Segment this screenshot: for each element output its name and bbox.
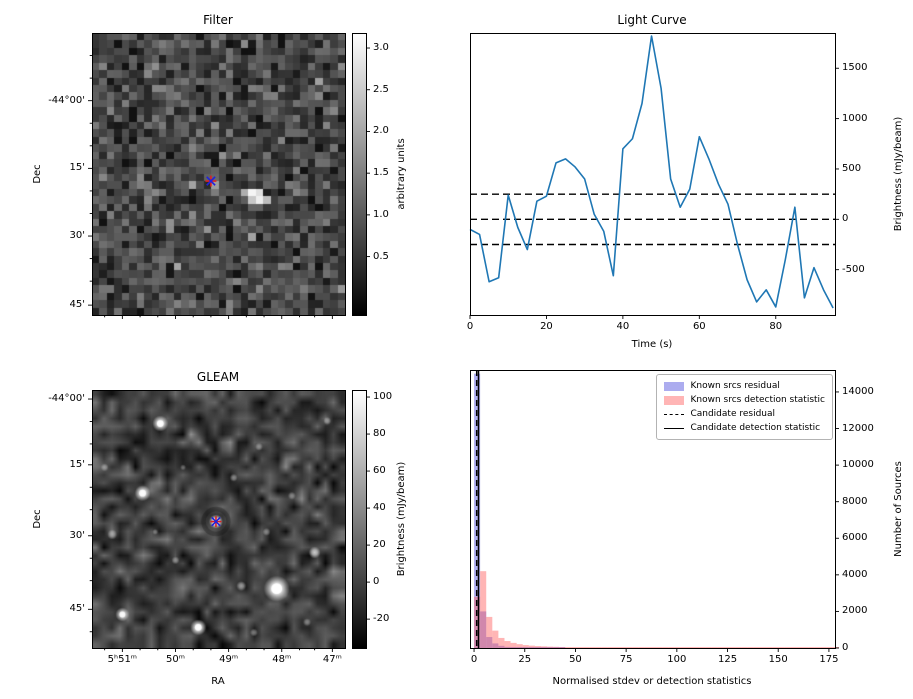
tick-label: 80 xyxy=(769,321,783,332)
filter-colorbar-label: arbitrary units xyxy=(396,138,407,210)
tick-label: 45' xyxy=(69,299,85,311)
legend-swatch-residual-icon xyxy=(664,381,685,391)
tick-label: 100 xyxy=(667,654,687,665)
histogram-xlabel: Normalised stdev or detection statistics xyxy=(552,676,752,687)
tick-label: -44°00' xyxy=(48,94,85,106)
tick-label: 15' xyxy=(69,162,85,174)
light-curve-title: Light Curve xyxy=(617,13,687,27)
legend-label: Candidate detection statistic xyxy=(690,423,821,433)
tick-label: -20 xyxy=(373,613,390,625)
gleam-xlabel: RA xyxy=(211,676,225,687)
legend-label: Candidate residual xyxy=(690,409,776,419)
legend-label: Known srcs residual xyxy=(690,381,780,391)
legend-solid-line-icon xyxy=(664,427,685,429)
tick-label: 1500 xyxy=(842,62,868,74)
tick-label: 48ᵐ xyxy=(272,654,292,665)
tick-label: 12000 xyxy=(842,422,874,434)
gleam-title: GLEAM xyxy=(196,370,240,384)
histogram-ylabel: Number of Sources xyxy=(893,461,904,557)
tick-label: 100 xyxy=(373,391,393,403)
tick-label: 15' xyxy=(69,458,85,470)
filter-title: Filter xyxy=(203,13,233,27)
light-curve-xlabel: Time (s) xyxy=(631,339,673,350)
tick-label: 80 xyxy=(373,428,386,440)
tick-label: 1.0 xyxy=(373,208,389,220)
legend-label: Known srcs detection statistic xyxy=(690,395,825,405)
filter-colorbar xyxy=(352,33,366,315)
legend-item-candidate-residual: Candidate residual xyxy=(664,407,825,421)
tick-label: 0 xyxy=(842,213,849,225)
tick-label: 50 xyxy=(569,654,582,665)
tick-label: 60 xyxy=(692,321,706,332)
histogram-legend: Known srcs residual Known srcs detection… xyxy=(656,374,833,440)
tick-label: 0 xyxy=(466,321,474,332)
tick-label: 2.0 xyxy=(373,125,389,137)
tick-label: 60 xyxy=(373,465,386,477)
tick-label: 500 xyxy=(842,162,862,174)
tick-label: 0.5 xyxy=(373,250,389,262)
legend-dashed-line-icon xyxy=(664,413,685,415)
legend-item-detection: Known srcs detection statistic xyxy=(664,393,825,407)
tick-label: 14000 xyxy=(842,385,874,397)
tick-label: 20 xyxy=(540,321,553,332)
tick-label: 2.5 xyxy=(373,83,389,95)
gleam-ylabel: Dec xyxy=(32,509,43,529)
tick-label: 30' xyxy=(69,529,85,541)
tick-label: 0 xyxy=(842,642,849,653)
tick-label: 4000 xyxy=(842,568,868,580)
legend-swatch-detection-icon xyxy=(664,395,685,405)
tick-label: 0 xyxy=(373,576,380,588)
tick-label: 20 xyxy=(373,539,386,551)
tick-label: 175 xyxy=(819,654,839,665)
filter-image xyxy=(92,33,345,315)
legend-item-residual: Known srcs residual xyxy=(664,379,825,393)
light-curve-ylabel: Brightness (mJy/beam) xyxy=(893,116,904,232)
filter-ylabel: Dec xyxy=(32,164,43,184)
tick-label: 49ᵐ xyxy=(219,654,239,665)
tick-label: 6000 xyxy=(842,532,868,544)
tick-label: 0 xyxy=(470,654,478,665)
tick-label: 1.5 xyxy=(373,167,389,179)
tick-label: 47ᵐ xyxy=(322,654,342,665)
tick-label: 30' xyxy=(69,230,85,242)
tick-label: 150 xyxy=(768,654,788,665)
tick-label: 10000 xyxy=(842,459,874,471)
tick-label: 1000 xyxy=(842,112,868,124)
tick-label: 125 xyxy=(717,654,738,665)
tick-label: 5ʰ51ᵐ xyxy=(107,654,138,665)
tick-label: 2000 xyxy=(842,605,868,617)
tick-label: -500 xyxy=(842,263,865,275)
tick-label: 40 xyxy=(373,502,386,514)
tick-label: 3.0 xyxy=(373,42,389,54)
tick-label: 75 xyxy=(619,654,633,665)
tick-label: 50ᵐ xyxy=(166,654,185,665)
tick-label: -44°00' xyxy=(48,393,85,405)
tick-label: 8000 xyxy=(842,495,868,507)
tick-label: 25 xyxy=(518,654,532,665)
gleam-colorbar-label: Brightness (mJy/beam) xyxy=(396,461,407,577)
legend-item-candidate-detection: Candidate detection statistic xyxy=(664,421,825,435)
tick-label: 40 xyxy=(616,321,630,332)
tick-label: 45' xyxy=(69,603,85,615)
gleam-colorbar xyxy=(352,390,366,648)
